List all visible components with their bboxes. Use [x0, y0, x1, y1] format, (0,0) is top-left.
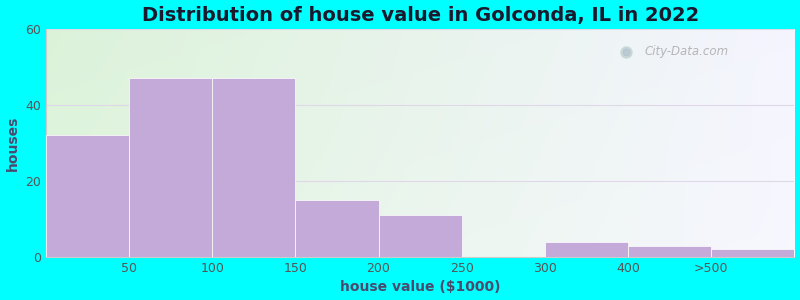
Bar	[212, 78, 295, 257]
Title: Distribution of house value in Golconda, IL in 2022: Distribution of house value in Golconda,…	[142, 6, 698, 25]
Bar	[545, 242, 628, 257]
Bar	[46, 135, 129, 257]
Bar	[129, 78, 212, 257]
Bar	[378, 215, 462, 257]
Text: City-Data.com: City-Data.com	[645, 45, 729, 58]
Bar	[295, 200, 378, 257]
Bar	[628, 246, 711, 257]
Bar	[711, 249, 794, 257]
X-axis label: house value ($1000): house value ($1000)	[340, 280, 500, 294]
Y-axis label: houses: houses	[6, 115, 19, 171]
